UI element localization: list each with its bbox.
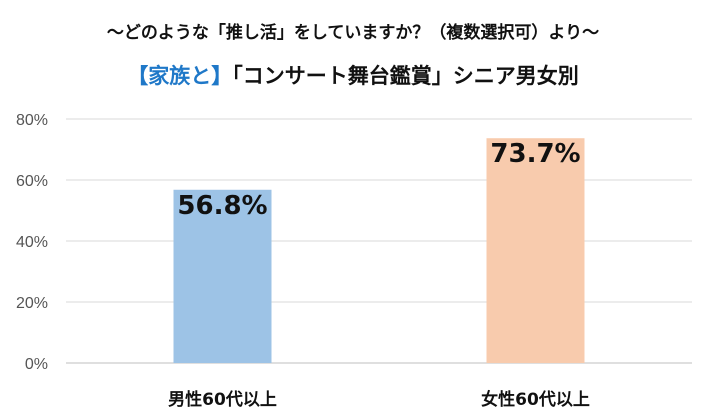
x-tick-label: 男性60代以上 bbox=[168, 389, 277, 410]
bar bbox=[173, 189, 272, 363]
chart-title-rest: 「コンサート舞台鑑賞」シニア男女別 bbox=[232, 64, 579, 88]
y-tick-label: 40% bbox=[16, 234, 48, 251]
data-label: 56.8% bbox=[177, 191, 267, 221]
chart-subtitle: ～どのような「推し活」をしていますか？（複数選択可）より～ bbox=[106, 23, 600, 43]
x-tick-label: 女性60代以上 bbox=[481, 389, 590, 410]
y-tick-label: 20% bbox=[16, 295, 48, 312]
y-tick-label: 0% bbox=[25, 356, 48, 373]
y-tick-label: 80% bbox=[16, 112, 48, 129]
chart-title-highlight: 【家族と】 bbox=[127, 64, 233, 88]
bar bbox=[486, 138, 585, 363]
chart-title: 【家族と】「コンサート舞台鑑賞」シニア男女別 bbox=[0, 60, 706, 90]
y-tick-label: 60% bbox=[16, 173, 48, 190]
data-label: 73.7% bbox=[490, 139, 580, 169]
